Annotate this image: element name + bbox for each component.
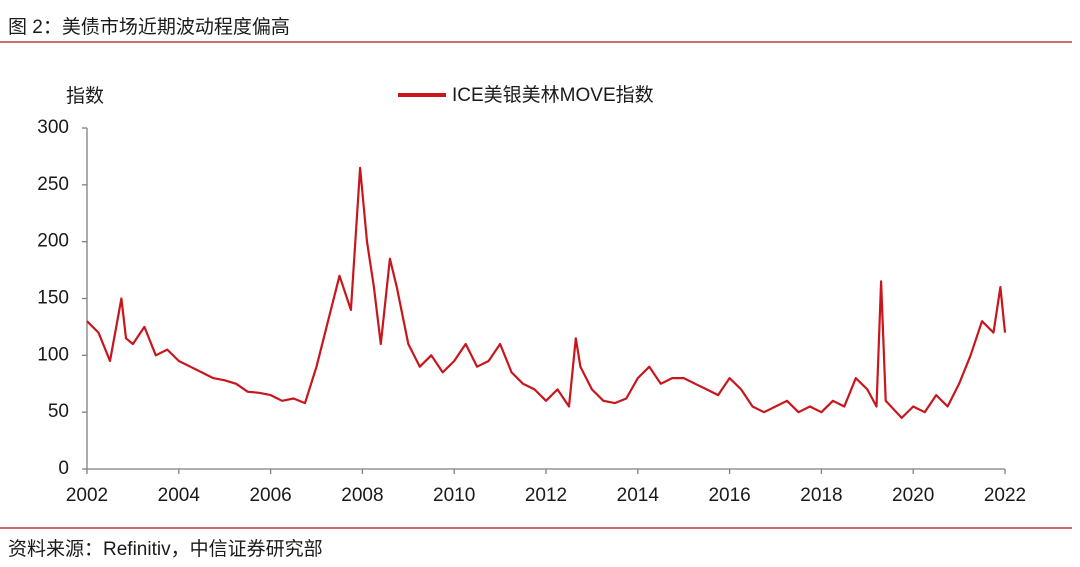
x-tick-label: 2004 (158, 485, 201, 506)
x-tick-label: 2008 (341, 485, 383, 506)
y-tick-label: 50 (48, 401, 69, 422)
y-tick-label: 0 (58, 458, 69, 479)
x-tick-label: 2014 (617, 485, 660, 506)
x-tick-label: 2012 (525, 485, 567, 506)
y-tick-label: 300 (37, 117, 69, 138)
x-tick-label: 2016 (708, 485, 750, 506)
legend-label: ICE美银美林MOVE指数 (452, 84, 654, 106)
y-tick-label: 100 (37, 344, 69, 365)
x-tick-label: 2018 (800, 485, 842, 506)
series-line (86, 166, 1007, 419)
x-tick-label: 2010 (433, 485, 475, 506)
y-tick-label: 250 (37, 174, 69, 195)
x-tick-label: 2022 (984, 485, 1026, 506)
y-tick-label: 150 (37, 288, 69, 309)
x-tick-label: 2006 (249, 485, 291, 506)
x-tick-label: 2020 (892, 485, 934, 506)
x-tick-label: 2002 (66, 485, 108, 506)
chart-title: 图 2：美债市场近期波动程度偏高 (8, 16, 290, 38)
y-tick-label: 200 (37, 231, 69, 252)
y-axis-label: 指数 (66, 85, 104, 107)
source: 资料来源：Refinitiv，中信证券研究部 (8, 538, 323, 560)
